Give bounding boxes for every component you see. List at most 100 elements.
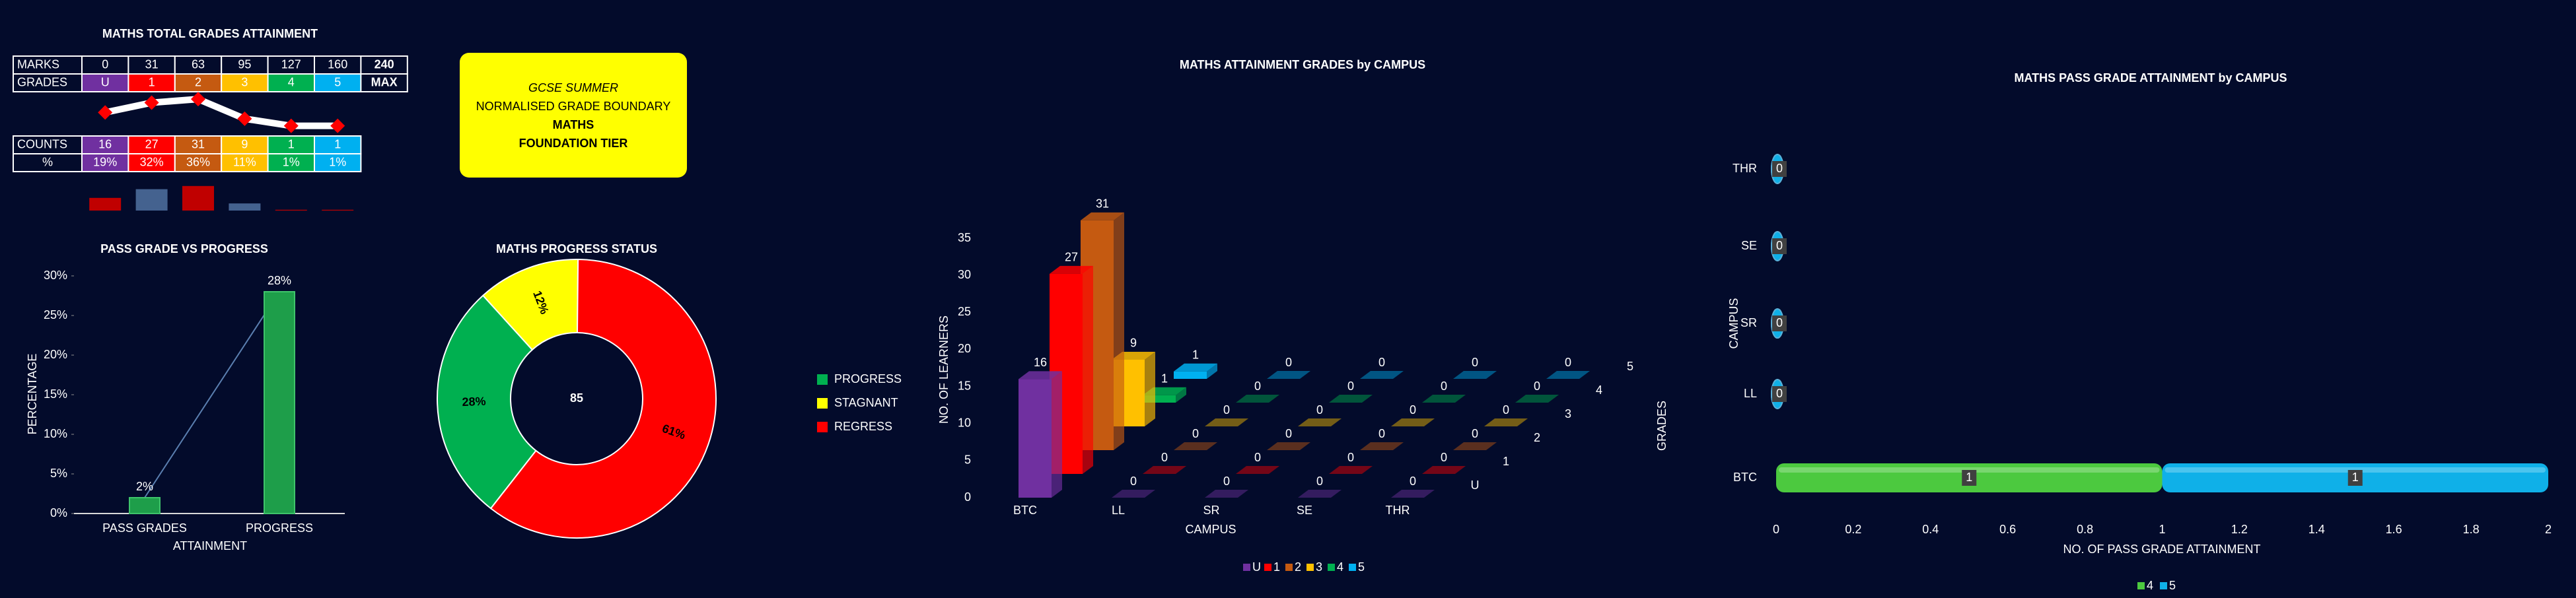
value-label: 28% xyxy=(268,274,291,287)
x-tick-label: BTC xyxy=(1013,504,1037,517)
x-tick-label: SR xyxy=(1203,504,1219,517)
y-tick-label: 15 xyxy=(958,379,971,392)
label-box xyxy=(1772,316,1787,331)
bar xyxy=(1360,371,1404,379)
info-line: MATHS xyxy=(553,118,594,131)
legend-swatch xyxy=(1328,564,1335,571)
info-line: GCSE SUMMER xyxy=(528,81,618,94)
bar xyxy=(1019,379,1052,498)
table-cell xyxy=(314,55,362,75)
y-tick-label: 30 xyxy=(958,268,971,281)
x-tick-label: 1.2 xyxy=(2231,523,2248,536)
percent-cell xyxy=(314,153,362,172)
x-tick-label: 1.6 xyxy=(2386,523,2402,536)
grade-cell xyxy=(174,73,223,92)
value-label: 2% xyxy=(136,480,153,493)
chart-title: MATHS ATTAINMENT GRADES by CAMPUS xyxy=(1180,58,1425,71)
legend-swatch xyxy=(1285,564,1293,571)
legend-swatch xyxy=(817,422,828,432)
percent-cell xyxy=(221,153,269,172)
value-label: 0 xyxy=(1192,427,1199,440)
grade-label: 4 xyxy=(288,75,295,88)
x-tick-label: THR xyxy=(1386,504,1410,517)
x-tick-label: 1 xyxy=(2159,523,2165,536)
value-label: 28% xyxy=(462,395,486,409)
percent-value: 36% xyxy=(186,155,210,168)
y-tick-label: 5 xyxy=(964,453,971,467)
y-tick-label: LL xyxy=(1744,387,1757,400)
legend-swatch xyxy=(2160,582,2167,589)
table-cell xyxy=(13,73,83,92)
z-tick-label: 4 xyxy=(1596,383,1602,397)
x-tick-label: 2 xyxy=(2545,523,2552,536)
count-sparkline xyxy=(104,96,338,129)
legend-swatch xyxy=(1306,564,1314,571)
bar xyxy=(1174,371,1207,379)
mark-value: 95 xyxy=(238,57,251,71)
legend-label: 4 xyxy=(2147,579,2153,592)
percent-value: 1% xyxy=(329,155,346,168)
x-tick-label: 0.6 xyxy=(1999,523,2016,536)
bar xyxy=(1236,395,1279,403)
y-tick-label: 35 xyxy=(958,231,971,244)
x-tick-label: SE xyxy=(1297,504,1312,517)
legend-label: U xyxy=(1252,560,1261,574)
value-label: 0 xyxy=(1776,387,1783,400)
value-label: 0 xyxy=(1347,451,1354,464)
chart-title: MATHS PASS GRADE ATTAINMENT by CAMPUS xyxy=(2015,71,2287,84)
y-axis-label: NO. OF LEARNERS xyxy=(937,316,950,424)
y-tick-label: 5% xyxy=(50,467,67,480)
bar xyxy=(1205,490,1248,498)
legend-swatch xyxy=(1264,564,1271,571)
bar xyxy=(1205,418,1248,426)
mark-value: 0 xyxy=(102,57,108,71)
bar xyxy=(1267,442,1310,450)
bar xyxy=(1453,371,1497,379)
value-label: 27 xyxy=(1065,251,1078,264)
grade-cell xyxy=(127,73,176,92)
z-tick-label: 2 xyxy=(1534,431,1540,444)
count-value: 31 xyxy=(192,137,205,150)
bar xyxy=(129,497,161,514)
legend-label: REGRESS xyxy=(834,420,892,433)
bar xyxy=(1329,466,1373,474)
row-label: % xyxy=(42,155,53,168)
bar-side xyxy=(1052,371,1062,498)
count-cell xyxy=(221,135,269,154)
value-label: 0 xyxy=(1472,356,1478,369)
mark-value: 127 xyxy=(281,57,301,71)
bar xyxy=(1143,466,1186,474)
z-tick-label: U xyxy=(1471,479,1480,492)
z-tick-label: 1 xyxy=(1503,455,1509,468)
legend-swatch xyxy=(1243,564,1250,571)
value-label: 0 xyxy=(1776,239,1783,252)
grade-label: MAX xyxy=(371,75,398,88)
count-value: 16 xyxy=(98,137,112,150)
mark-value: 240 xyxy=(375,57,394,71)
legend-label: 2 xyxy=(1295,560,1301,574)
y-tick-label: SR xyxy=(1740,316,1757,329)
center-value: 85 xyxy=(570,391,583,405)
count-value: 1 xyxy=(288,137,295,150)
legend-label: STAGNANT xyxy=(834,396,898,409)
value-label: 0 xyxy=(1254,380,1261,393)
chart-title: PASS GRADE VS PROGRESS xyxy=(100,242,268,255)
bar-top xyxy=(1174,363,1217,372)
grade-cell xyxy=(221,73,269,92)
percent-value: 11% xyxy=(233,155,256,168)
value-label: 0 xyxy=(1285,427,1292,440)
legend-label: 4 xyxy=(1337,560,1343,574)
chart-title: MATHS PROGRESS STATUS xyxy=(496,242,657,255)
bar xyxy=(1236,466,1279,474)
grade-label: U xyxy=(101,75,110,88)
percent-value: 1% xyxy=(283,155,300,168)
x-axis-label: ATTAINMENT xyxy=(173,539,247,552)
percent-value: 19% xyxy=(93,155,117,168)
x-tick-label: LL xyxy=(1112,504,1125,517)
grade-label: 1 xyxy=(149,75,155,88)
x-tick-label: 1.8 xyxy=(2463,523,2480,536)
value-label: 1 xyxy=(1966,471,1972,484)
bar xyxy=(1143,395,1176,403)
y-tick-label: SE xyxy=(1741,239,1757,252)
